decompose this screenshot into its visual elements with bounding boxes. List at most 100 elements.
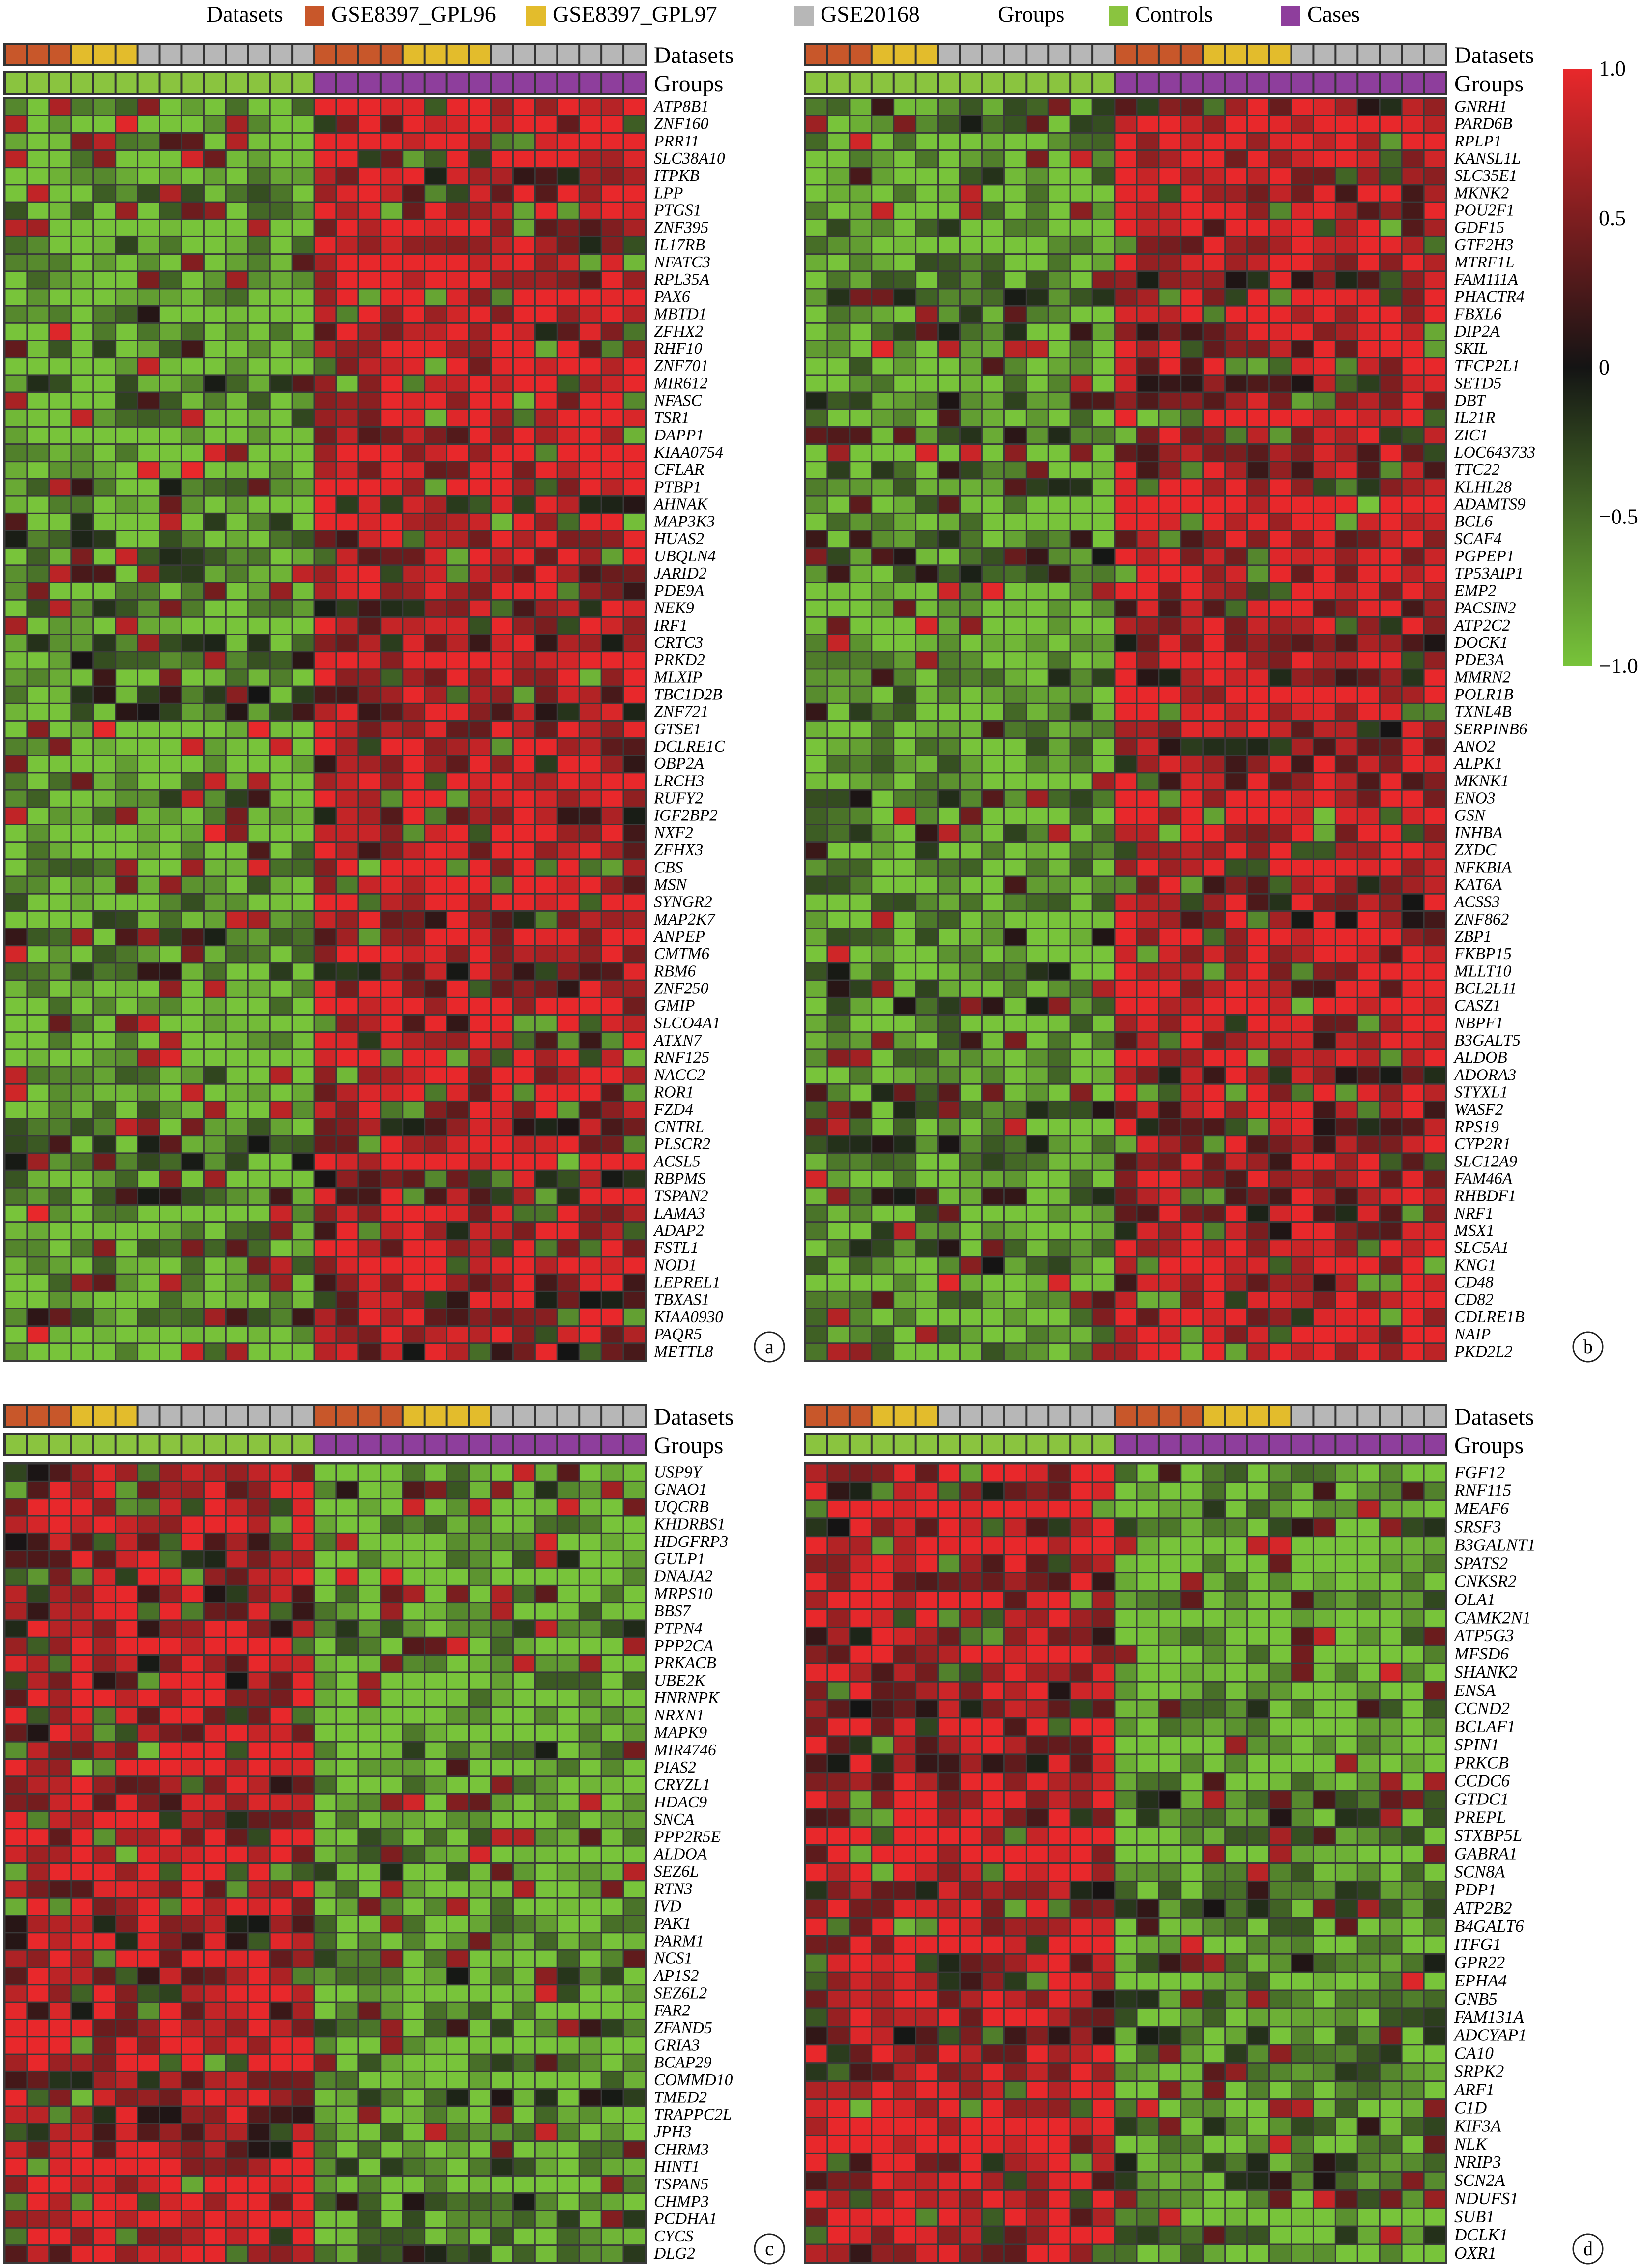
heatmap-cell	[315, 1154, 336, 1170]
heatmap-cell	[293, 1240, 314, 1256]
heatmap-cell	[558, 1603, 579, 1620]
heatmap-cell	[403, 600, 424, 616]
heatmap-cell	[1226, 981, 1247, 997]
heatmap-cell	[872, 998, 893, 1014]
heatmap-cell	[1292, 739, 1313, 755]
heatmap-cell	[226, 843, 247, 859]
heatmap-cell	[624, 1223, 645, 1239]
heatmap-cell	[1292, 981, 1313, 997]
heatmap-cell	[138, 1638, 159, 1655]
heatmap-cell	[1137, 860, 1158, 876]
heatmap-cell	[116, 998, 137, 1014]
heatmap-cell	[226, 1240, 247, 1256]
heatmap-cell	[50, 1516, 71, 1533]
heatmap-cell	[1336, 843, 1357, 859]
heatmap-cell	[828, 652, 849, 669]
heatmap-cell	[116, 583, 137, 599]
groups-track-cell	[1204, 73, 1224, 93]
groups-track-cell	[6, 73, 26, 93]
heatmap-cell	[226, 894, 247, 910]
heatmap-cell	[939, 998, 959, 1014]
heatmap-cell	[1424, 496, 1445, 513]
heatmap-cell	[1159, 1240, 1180, 1256]
heatmap-cell	[580, 687, 601, 703]
heatmap-cell	[1115, 843, 1136, 859]
heatmap-cell	[204, 1102, 225, 1118]
heatmap-cell	[1181, 669, 1203, 686]
heatmap-cell	[1137, 185, 1158, 202]
heatmap-cell	[248, 185, 269, 202]
row-label: ACSS3	[1453, 893, 1500, 911]
heatmap-cell	[982, 929, 1003, 945]
heatmap-cell	[1204, 514, 1225, 530]
heatmap-cell	[1027, 1119, 1048, 1135]
heatmap-cell	[248, 1621, 269, 1637]
groups-track-label: Groups	[654, 71, 723, 97]
heatmap-cell	[248, 1534, 269, 1550]
heatmap-cell	[513, 376, 534, 392]
heatmap-cell	[1115, 1223, 1136, 1239]
heatmap-cell	[1093, 99, 1114, 115]
heatmap-cell	[1093, 323, 1114, 340]
heatmap-cell	[116, 669, 137, 686]
heatmap-cell	[558, 549, 579, 565]
heatmap-cell	[116, 99, 137, 115]
heatmap-cell	[425, 133, 446, 150]
heatmap-cell	[1314, 825, 1335, 842]
heatmap-cell	[1093, 877, 1114, 893]
heatmap-cell	[1071, 462, 1092, 478]
heatmap-cell	[359, 237, 380, 254]
heatmap-cell	[182, 168, 203, 184]
heatmap-cell	[315, 669, 336, 686]
heatmap-cell	[602, 1482, 623, 1498]
heatmap-cell	[939, 1136, 959, 1153]
heatmap-cell	[1027, 514, 1048, 530]
heatmap-cell	[315, 323, 336, 340]
datasets-track-cell	[1270, 45, 1291, 64]
row-label: MSN	[653, 876, 688, 894]
heatmap-cell	[94, 427, 115, 444]
heatmap-cell	[403, 1188, 424, 1204]
heatmap-cell	[492, 911, 512, 928]
heatmap-cell	[982, 462, 1003, 478]
heatmap-cell	[624, 843, 645, 859]
heatmap-cell	[470, 1033, 490, 1049]
heatmap-cell	[1402, 549, 1423, 565]
heatmap-cell	[1226, 704, 1247, 720]
heatmap-cell	[359, 116, 380, 132]
heatmap-cell	[872, 185, 893, 202]
heatmap-cell	[624, 825, 645, 842]
heatmap-cell	[94, 1621, 115, 1637]
heatmap-cell	[138, 877, 159, 893]
heatmap-cell	[5, 739, 27, 755]
heatmap-cell	[1314, 566, 1335, 582]
heatmap-cell	[850, 981, 871, 997]
heatmap-cell	[248, 116, 269, 132]
heatmap-cell	[1137, 393, 1158, 409]
heatmap-cell	[535, 894, 557, 910]
heatmap-cell	[1137, 220, 1158, 236]
groups-track-cell	[961, 73, 981, 93]
heatmap-cell	[939, 1257, 959, 1274]
heatmap-cell	[425, 687, 446, 703]
heatmap-cell	[1358, 687, 1379, 703]
heatmap-cell	[5, 1551, 27, 1568]
heatmap-cell	[5, 1084, 27, 1101]
datasets-track-cell	[337, 45, 357, 64]
heatmap-cell	[602, 185, 623, 202]
heatmap-cell	[1248, 652, 1268, 669]
heatmap-cell	[50, 1638, 71, 1655]
heatmap-cell	[872, 877, 893, 893]
heatmap-cell	[337, 1154, 358, 1170]
heatmap-cell	[226, 1569, 247, 1585]
heatmap-cell	[1226, 1327, 1247, 1343]
heatmap-cell	[204, 1603, 225, 1620]
heatmap-cell	[513, 462, 534, 478]
heatmap-cell	[470, 151, 490, 167]
heatmap-cell	[160, 1603, 181, 1620]
heatmap-cell	[315, 393, 336, 409]
heatmap-cell	[1115, 1344, 1136, 1360]
heatmap-cell	[1204, 1275, 1225, 1291]
heatmap-cell	[315, 1516, 336, 1533]
heatmap-cell	[1093, 721, 1114, 738]
